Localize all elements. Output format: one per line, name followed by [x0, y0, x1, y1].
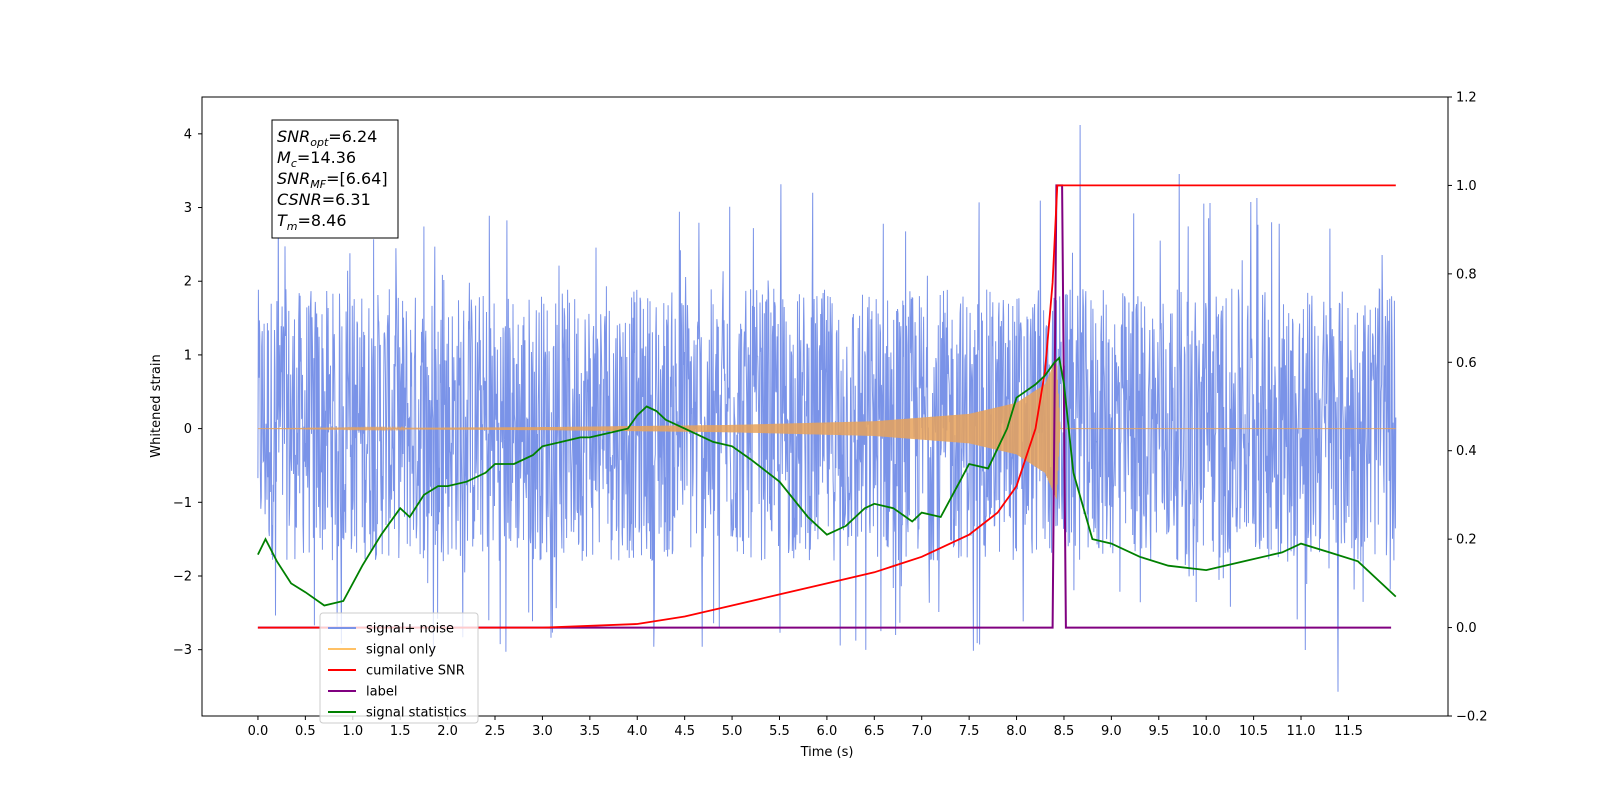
- legend-label: signal only: [366, 643, 436, 658]
- x-tick-label: 3.5: [579, 724, 600, 739]
- x-tick-label: 7.5: [959, 724, 980, 739]
- y-right-tick-label: 0.2: [1456, 533, 1477, 548]
- x-tick-label: 9.5: [1148, 724, 1169, 739]
- annotation-line: SNRMF=[6.64]: [277, 169, 388, 191]
- x-tick-label: 1.0: [342, 724, 363, 739]
- annotation-frame: [271, 119, 399, 239]
- x-axis-label: Time (s): [800, 745, 854, 760]
- x-tick-label: 8.0: [1006, 724, 1027, 739]
- x-tick-label: 0.0: [248, 724, 269, 739]
- series-signal-plus-noise: [257, 124, 1397, 692]
- x-tick-label: 2.0: [437, 724, 458, 739]
- y-left-tick-label: 3: [184, 201, 192, 216]
- legend-label: signal statistics: [366, 706, 467, 721]
- x-tick-label: 8.5: [1054, 724, 1075, 739]
- y-left-tick-label: −3: [173, 643, 192, 658]
- series-signal-only: [257, 359, 1396, 499]
- annotation-line: Tm=8.46: [277, 211, 347, 233]
- x-tick-label: 5.0: [722, 724, 743, 739]
- y-right-tick-label: 0.6: [1456, 356, 1477, 371]
- x-tick-label: 4.0: [627, 724, 648, 739]
- x-tick-label: 6.0: [817, 724, 838, 739]
- x-tick-label: 11.0: [1287, 724, 1316, 739]
- x-tick-label: 0.5: [295, 724, 316, 739]
- plot-frame: [201, 96, 1449, 717]
- legend: signal+ noise signal only cumilative SNR la…: [319, 612, 479, 724]
- x-tick-label: 1.5: [390, 724, 411, 739]
- annotation-line: SNRopt=6.24: [277, 127, 377, 149]
- x-tick-label: 10.5: [1239, 724, 1268, 739]
- y-left-tick-label: 2: [184, 275, 192, 290]
- x-tick-label: 3.0: [532, 724, 553, 739]
- y-right-tick-label: 0.8: [1456, 267, 1477, 282]
- annotation-line: CSNR=6.31: [277, 190, 371, 209]
- y-right-tick-label: 1.0: [1456, 179, 1477, 194]
- y-left-tick-label: 4: [184, 127, 192, 142]
- x-tick-label: 4.5: [674, 724, 695, 739]
- legend-label: signal+ noise: [366, 622, 454, 637]
- annotation-line: Mc=14.36: [277, 148, 356, 170]
- annotation-box: SNRopt=6.24Mc=14.36SNRMF=[6.64]CSNR=6.31…: [271, 119, 399, 239]
- legend-label: label: [366, 685, 397, 700]
- x-tick-label: 6.5: [864, 724, 885, 739]
- x-tick-label: 7.0: [911, 724, 932, 739]
- series-signal-statistics: [257, 356, 1397, 607]
- y-right-tick-label: 1.2: [1456, 91, 1477, 106]
- series-cumulative-snr: [257, 184, 1396, 629]
- series-layer: [257, 124, 1397, 692]
- legend-frame: [319, 612, 479, 724]
- x-tick-label: 9.0: [1101, 724, 1122, 739]
- y-left-tick-label: 0: [184, 422, 192, 437]
- y-left-tick-label: −2: [173, 569, 192, 584]
- y-axis-label: Whitened strain: [149, 354, 164, 457]
- y-left-tick-label: 1: [184, 348, 192, 363]
- y-right-tick-label: 0.4: [1456, 444, 1477, 459]
- y-right-tick-label: −0.2: [1456, 710, 1488, 725]
- x-tick-label: 5.5: [769, 724, 790, 739]
- y-left-tick-label: −1: [173, 496, 192, 511]
- x-tick-label: 11.5: [1334, 724, 1363, 739]
- x-tick-label: 10.0: [1192, 724, 1221, 739]
- y-right-tick-label: 0.0: [1456, 621, 1477, 636]
- ticks-layer: 0.0 0.5 1.0 1.5 2.0 2.5 3.0 3.5 4.0 4.5 5.0 5.5 6.0 6…: [173, 91, 1488, 740]
- legend-label: cumilative SNR: [366, 664, 465, 679]
- x-tick-label: 2.5: [485, 724, 506, 739]
